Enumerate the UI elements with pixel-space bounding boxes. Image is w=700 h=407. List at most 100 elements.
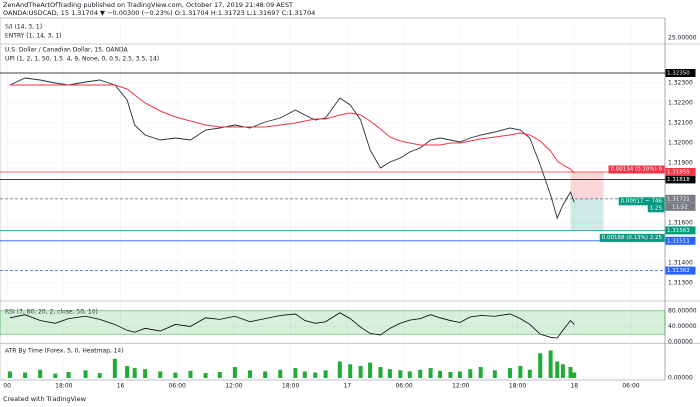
bar [53,373,58,378]
bar [125,365,130,378]
bar [112,358,117,378]
y-tick-label: 1.31900 [668,160,693,167]
position-label: 0.00017 ~ 746 [621,198,663,204]
bar [203,373,208,378]
bar [378,367,383,378]
position-label: 0.00168 (0.13%) 2.25 [602,235,663,241]
bar [302,371,307,378]
bar [323,370,328,378]
rsi-band [0,310,666,335]
x-tick-label: 18:00 [282,383,299,390]
price-line [9,77,575,220]
bar [173,372,178,378]
x-tick-label: 06:00 [622,383,639,390]
bar [398,370,403,378]
risk-zone [570,172,604,199]
y-tick-label: 1.31600 [668,220,693,227]
countdown: 11:52 [672,204,688,210]
y-tick-label: 1.32100 [668,120,693,127]
x-tick-label: 18:00 [509,383,526,390]
bar [572,372,577,378]
x-tick-label: 16 [117,383,125,390]
bar [492,370,497,378]
si-subtitle: ENTRY (1, 14, 3, 1) [5,33,62,40]
level-label: 1.31721 [667,196,690,202]
x-tick-label: 18 [570,383,578,390]
position-label-box [618,197,665,206]
bar [337,361,342,378]
bar [248,370,253,378]
position-label-box [608,165,665,174]
atr-title: ATR By Time (Forex, 5, 0, Heatmap, 14) [5,348,124,355]
level-label-box [665,266,696,275]
chart-title: U.S. Dollar / Canadian Dollar, 15, OANDA [5,47,128,54]
y-tick-label: 1.32000 [668,140,693,147]
bar [478,367,483,378]
position-label: 1.25 [650,205,663,211]
chart-subtitle: UPI (1, 2, 1, 50, 1.5, 4, 9, None, 0, 0.… [5,56,159,63]
bar [313,372,318,378]
bar [232,367,237,378]
level-label: 1.31818 [667,177,690,183]
y-tick-label: 1.31400 [668,260,693,267]
bar [448,371,453,378]
bar [188,370,193,378]
bar [7,371,12,378]
y-tick-label: 80.00000 [668,307,697,314]
position-label: 0.00134 (0.10%) 0 [610,167,662,173]
y-tick-label: 1.32200 [668,100,693,107]
bar [217,371,222,378]
bar [66,371,71,378]
bar [387,369,392,378]
bar [518,365,523,378]
level-label-box [665,175,696,184]
bar [457,371,462,378]
x-tick-label: 06:00 [169,383,186,390]
position-label-box [647,204,665,213]
y-tick-label: 40.00000 [668,323,697,330]
bar [548,350,553,378]
level-label: 1.32350 [667,71,690,77]
bar [538,353,543,378]
level-label-box [665,226,696,235]
bar [555,361,560,378]
bar [507,368,512,378]
si-title: S/I (14, 3, 1) [5,24,42,31]
price-line [9,84,575,174]
position-label-box [599,233,665,242]
level-label-box [665,236,696,245]
x-tick-label: 18:00 [55,383,72,390]
bar [293,368,298,378]
publisher: ZenAndTheArtOfTrading published on Tradi… [3,1,293,9]
bar [418,369,423,378]
bar [158,371,163,378]
bar [368,362,373,378]
y-tick-label: 1.32300 [668,80,693,87]
bar [278,369,283,378]
bar [438,370,443,378]
bar [97,373,102,378]
bar [428,368,433,378]
bar [407,371,412,378]
x-tick-label: 12:00 [225,383,242,390]
level-label: 1.31563 [667,228,690,234]
bar [560,364,565,378]
bar [143,369,148,378]
x-tick-label: 06:00 [395,383,412,390]
level-label-box [665,69,696,77]
countdown-box [665,202,696,211]
x-tick-label: 12:00 [452,383,469,390]
bar [83,370,88,378]
y-tick-label: 1.31300 [668,280,693,287]
level-label: 1.31855 [667,170,690,176]
bar [23,372,28,378]
bar [527,369,532,378]
y-tick-label: 0.00000 [668,339,693,346]
footer: Created with TradingView [3,395,87,403]
reward-zone [570,198,604,231]
bar [38,369,43,378]
bar [358,365,363,378]
bar [132,368,137,378]
bar [348,364,353,378]
